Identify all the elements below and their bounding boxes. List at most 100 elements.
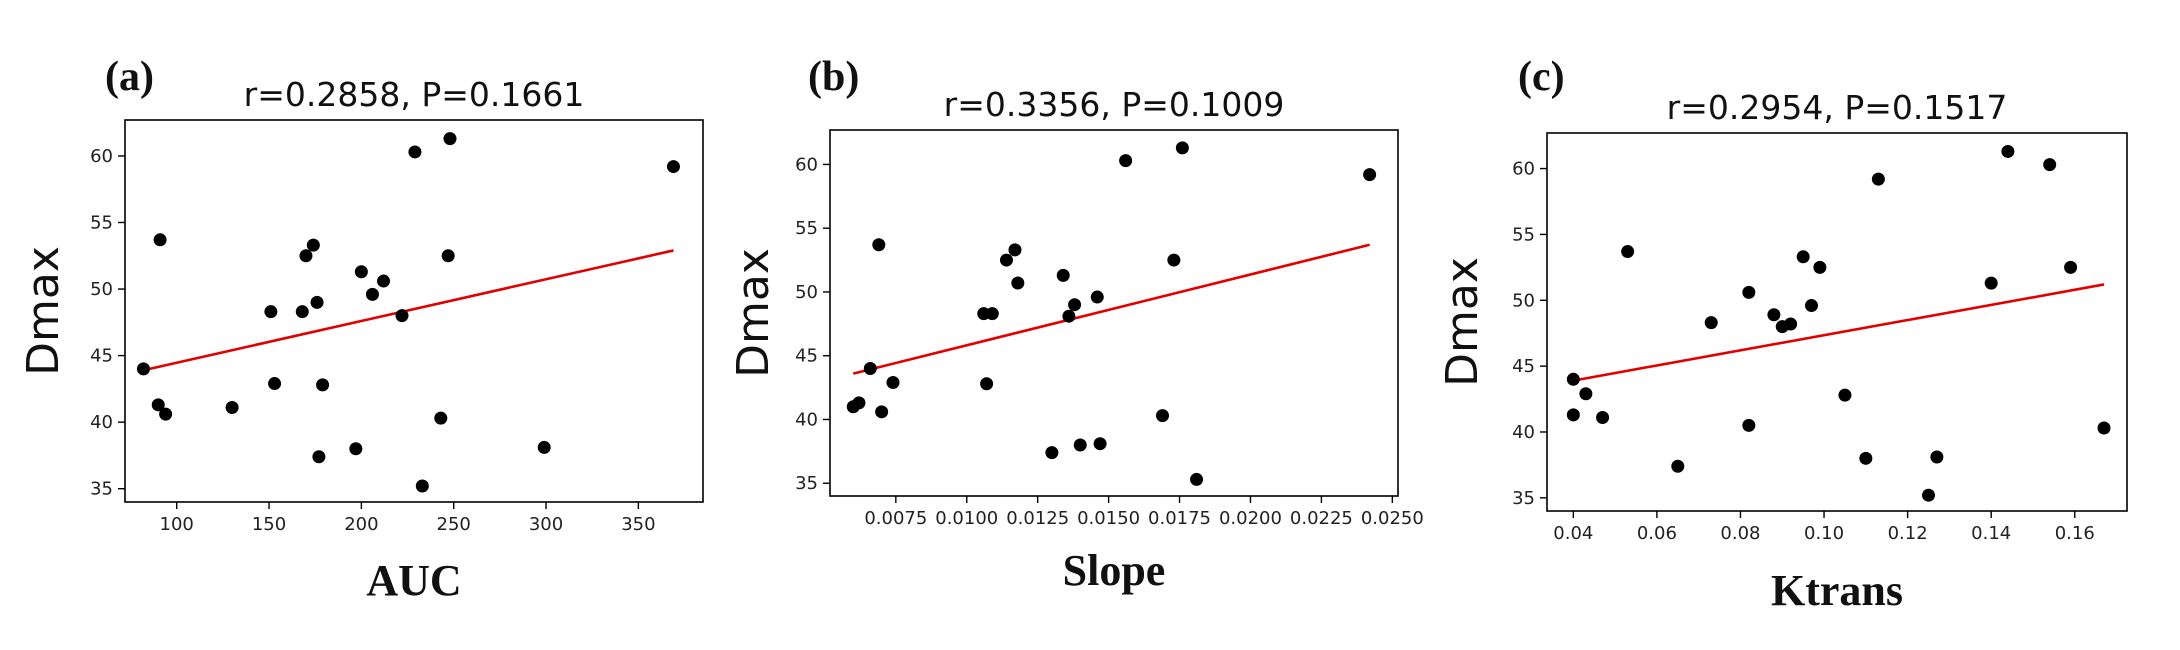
chart2-data-point	[1175, 141, 1189, 155]
chart3-data-point	[1621, 245, 1635, 259]
chart1-data-point	[434, 411, 448, 425]
chart3-x-tick-label: 0.04	[1553, 523, 1593, 544]
chart2-data-point	[852, 396, 866, 410]
chart2-x-tick-label: 0.0150	[1077, 508, 1140, 529]
chart2-data-point	[1363, 168, 1377, 182]
chart3-data-point	[1742, 285, 1756, 299]
chart1-title: r=0.2858, P=0.1661	[244, 75, 585, 114]
chart2-data-point	[872, 238, 886, 252]
chart2-y-tick-label: 55	[795, 218, 818, 239]
chart1-data-point	[310, 295, 324, 309]
chart3-data-point	[1566, 372, 1580, 386]
chart3-y-tick-label: 50	[1512, 290, 1535, 311]
chart1-data-point	[295, 305, 309, 319]
chart1-data-point	[312, 450, 326, 464]
chart1-data-point	[225, 400, 239, 414]
chart1-y-axis-label: Dmax	[18, 246, 69, 376]
chart1-data-point	[377, 274, 391, 288]
chart1-y-tick-label: 35	[90, 479, 113, 500]
chart2-x-tick-label: 0.0200	[1219, 508, 1282, 529]
chart3-data-point	[1930, 450, 1944, 464]
chart1-data-point	[537, 440, 551, 454]
chart2-data-point	[1073, 438, 1087, 452]
chart2-data-point	[1119, 154, 1133, 168]
chart2-data-point	[1056, 268, 1070, 282]
chart2-x-tick-label: 0.0100	[935, 508, 998, 529]
chart1-x-tick-label: 100	[160, 514, 194, 535]
chart2-data-point	[1011, 276, 1025, 290]
chart2-data-point	[980, 377, 994, 391]
chart3-data-point	[1596, 410, 1610, 424]
chart3-data-point	[1767, 308, 1781, 322]
chart1-fit-line	[143, 249, 674, 372]
chart3-data-point	[1796, 250, 1810, 264]
chart1-data-point	[136, 362, 150, 376]
chart3-panel-label: (c)	[1518, 54, 1565, 100]
chart2-y-tick-label: 35	[795, 473, 818, 494]
chart2-plot-frame	[829, 129, 1399, 497]
chart1-data-point	[415, 479, 429, 493]
chart3-y-axis-label: Dmax	[1437, 257, 1488, 387]
chart1-x-tick-label: 350	[621, 514, 655, 535]
chart3-fit-line	[1573, 283, 2105, 382]
chart1-y-tick-label: 60	[90, 146, 113, 167]
chart2-data-point	[985, 307, 999, 321]
chart1-data-point	[299, 249, 313, 263]
chart3-y-tick-label: 45	[1512, 356, 1535, 377]
chart1-y-tick-label: 55	[90, 212, 113, 233]
chart1-plot-frame	[124, 119, 704, 503]
chart1-x-tick-label: 200	[344, 514, 378, 535]
chart3-data-point	[1742, 418, 1756, 432]
chart2-data-point	[1062, 309, 1076, 323]
chart2-data-point	[1090, 290, 1104, 304]
chart3-x-tick-label: 0.08	[1720, 523, 1760, 544]
chart1-x-tick-label: 150	[252, 514, 286, 535]
chart2-data-point	[999, 253, 1013, 267]
chart3-title: r=0.2954, P=0.1517	[1667, 88, 2008, 127]
chart2-x-tick-label: 0.0075	[864, 508, 927, 529]
chart3-data-point	[1859, 451, 1873, 465]
chart2-y-tick-label: 45	[795, 346, 818, 367]
chart3-data-point	[2064, 260, 2078, 274]
chart3-data-point	[1579, 387, 1593, 401]
chart1-data-point	[306, 238, 320, 252]
chart3-x-axis-label: Ktrans	[1771, 566, 1903, 615]
chart3-data-point	[1922, 488, 1936, 502]
chart2-y-axis-label: Dmax	[728, 248, 779, 378]
chart3-data-point	[1871, 172, 1885, 186]
chart3-y-tick-label: 40	[1512, 422, 1535, 443]
chart2-fit-line	[852, 243, 1370, 375]
chart1-data-point	[408, 145, 422, 159]
chart3-y-tick-label: 55	[1512, 224, 1535, 245]
chart1-data-point	[268, 377, 282, 391]
chart1-data-point	[666, 160, 680, 174]
chart1-y-tick-label: 45	[90, 346, 113, 367]
chart3-data-point	[1704, 316, 1718, 330]
chart2-x-tick-label: 0.0250	[1361, 508, 1424, 529]
chart3-y-tick-label: 35	[1512, 488, 1535, 509]
chart1-data-point	[395, 309, 409, 323]
chart1-data-point	[264, 305, 278, 319]
chart1-x-tick-label: 300	[529, 514, 563, 535]
chart3-data-point	[1984, 276, 1998, 290]
chart2-data-point	[1093, 437, 1107, 451]
chart2-y-tick-label: 40	[795, 409, 818, 430]
chart2-data-point	[1167, 253, 1181, 267]
chart1-data-point	[316, 378, 330, 392]
chart2-x-tick-label: 0.0225	[1290, 508, 1353, 529]
chart3-y-tick-label: 60	[1512, 159, 1535, 180]
chart2-x-tick-label: 0.0175	[1148, 508, 1211, 529]
chart2-data-point	[863, 361, 877, 375]
chart2-title: r=0.3356, P=0.1009	[944, 85, 1285, 124]
chart2-y-tick-label: 60	[795, 154, 818, 175]
chart1-data-point	[443, 132, 457, 146]
chart2-data-point	[1068, 298, 1082, 312]
chart3-data-point	[2001, 144, 2015, 158]
chart3-data-point	[1566, 408, 1580, 422]
chart1-x-axis-label: AUC	[366, 556, 461, 605]
chart3-data-point	[2097, 421, 2111, 435]
chart1-y-tick-label: 50	[90, 279, 113, 300]
chart3-data-point	[1838, 388, 1852, 402]
chart2-data-point	[1045, 446, 1059, 460]
